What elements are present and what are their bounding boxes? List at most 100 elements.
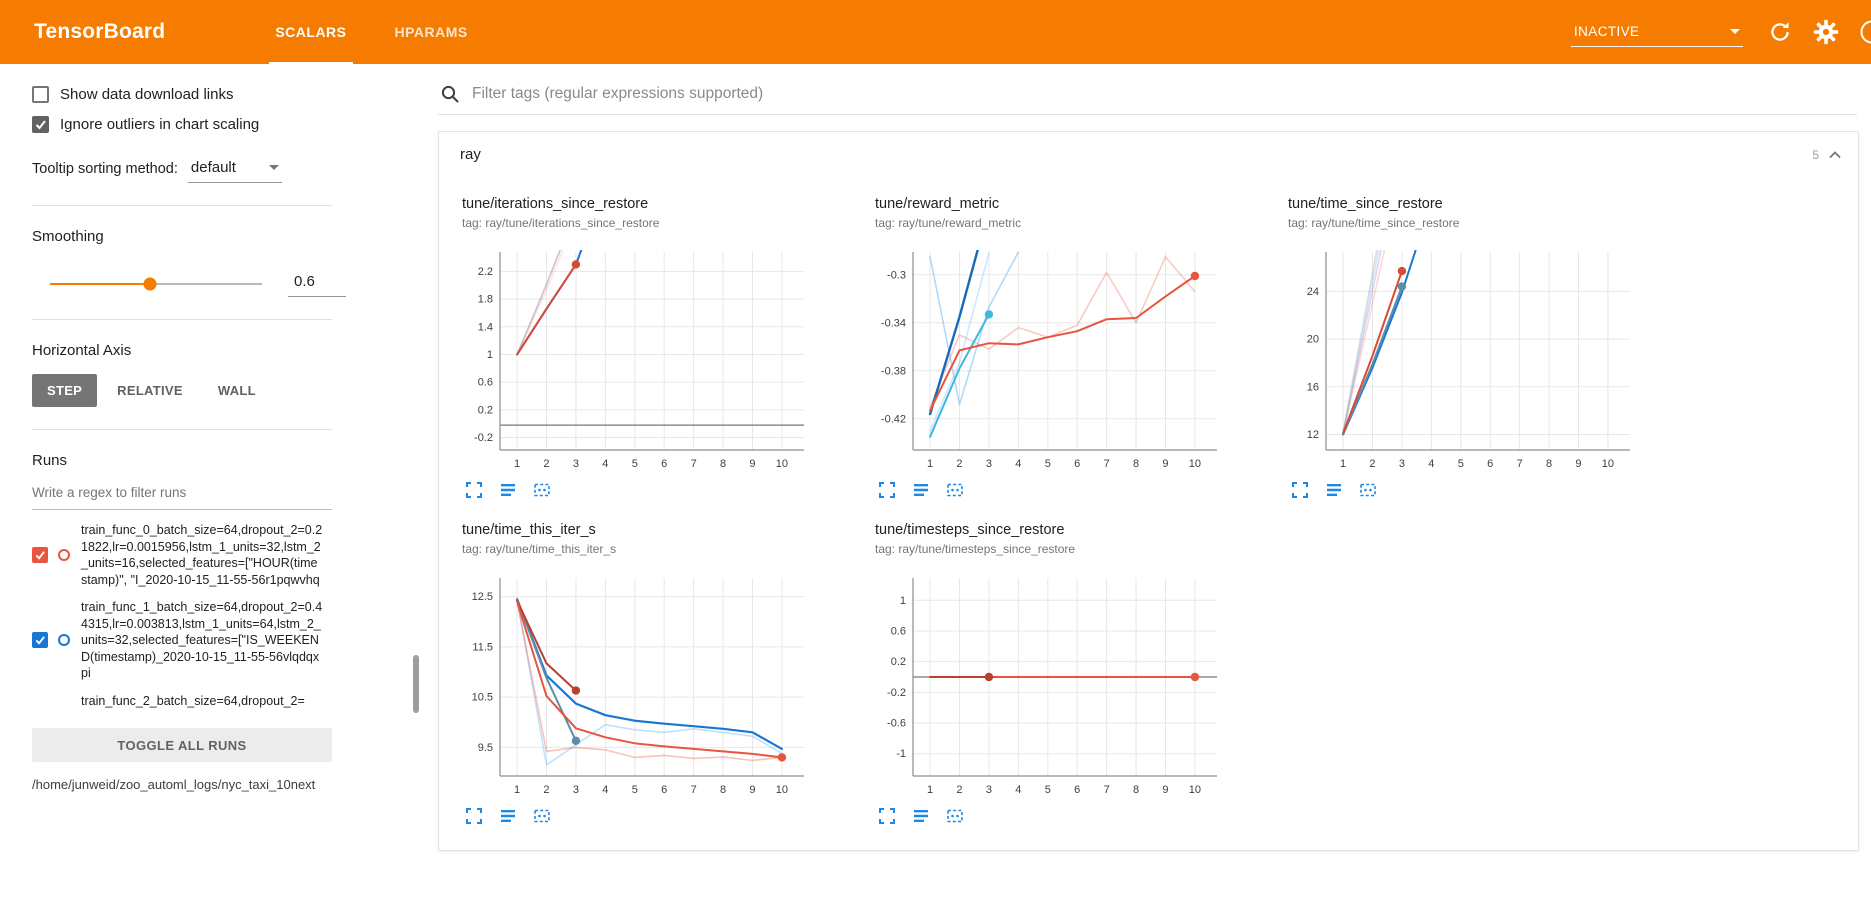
chart-card: tune/timesteps_since_restore tag: ray/tu… xyxy=(862,506,1275,826)
hamburger-lines-icon[interactable] xyxy=(498,806,518,826)
tab-hparams[interactable]: HPARAMS xyxy=(394,24,468,40)
run-checkbox[interactable] xyxy=(32,632,48,649)
fit-domain-icon[interactable] xyxy=(532,480,552,500)
runs-regex-input[interactable] xyxy=(32,479,332,510)
toggle-all-runs-button[interactable]: TOGGLE ALL RUNS xyxy=(32,728,332,762)
tooltip-sorting-value: default xyxy=(190,159,236,176)
settings-gear-icon[interactable] xyxy=(1813,19,1839,45)
svg-text:10: 10 xyxy=(1602,458,1614,470)
divider xyxy=(32,205,332,206)
check-icon xyxy=(35,551,45,560)
smoothing-slider-thumb[interactable] xyxy=(143,277,157,291)
chart-plot[interactable]: 1 2 3 4 5 6 7 8 9 10 -0.2 0.2 0.6 1 1.4 1.8 2.2 xyxy=(452,242,862,478)
axis-step-button[interactable]: STEP xyxy=(32,374,98,407)
svg-text:1: 1 xyxy=(927,784,933,796)
run-label[interactable]: train_func_0_batch_size=64,dropout_2=0.2… xyxy=(81,523,323,587)
ignore-outliers-checkbox[interactable] xyxy=(32,116,49,133)
help-icon[interactable] xyxy=(1859,19,1871,45)
chart-title: tune/time_this_iter_s xyxy=(462,522,596,538)
svg-text:7: 7 xyxy=(1104,458,1110,470)
svg-text:2: 2 xyxy=(543,784,549,796)
svg-text:5: 5 xyxy=(632,458,638,470)
chart-actions xyxy=(1290,480,1688,500)
tab-scalars[interactable]: SCALARS xyxy=(269,0,353,64)
app-header: TensorBoard SCALARS HPARAMS INACTIVE xyxy=(0,0,1871,64)
chart-tag: tag: ray/tune/time_this_iter_s xyxy=(462,542,617,556)
svg-text:5: 5 xyxy=(632,784,638,796)
svg-text:0.6: 0.6 xyxy=(478,377,493,389)
svg-text:5: 5 xyxy=(1045,784,1051,796)
divider xyxy=(32,429,332,430)
svg-text:-0.3: -0.3 xyxy=(887,269,906,281)
chart-plot[interactable]: 1 2 3 4 5 6 7 8 9 10 -1 -0.6 -0.2 0.2 0.6 1 xyxy=(865,568,1275,804)
svg-text:1.4: 1.4 xyxy=(478,321,493,333)
svg-text:6: 6 xyxy=(661,458,667,470)
expand-chart-icon[interactable] xyxy=(1290,480,1310,500)
svg-text:8: 8 xyxy=(720,784,726,796)
svg-text:6: 6 xyxy=(1487,458,1493,470)
smoothing-slider[interactable] xyxy=(50,277,262,291)
run-radio[interactable] xyxy=(58,634,70,647)
svg-text:9: 9 xyxy=(1162,458,1168,470)
fit-domain-icon[interactable] xyxy=(532,806,552,826)
hamburger-lines-icon[interactable] xyxy=(498,480,518,500)
chart-tag: tag: ray/tune/time_since_restore xyxy=(1288,216,1460,230)
tooltip-sorting-dropdown[interactable]: default xyxy=(187,157,282,183)
chart-plot[interactable]: 1 2 3 4 5 6 7 8 9 10 12 16 20 24 xyxy=(1278,242,1688,478)
search-icon xyxy=(441,85,459,103)
chart-title: tune/timesteps_since_restore xyxy=(875,522,1065,538)
reload-status-dropdown[interactable]: INACTIVE xyxy=(1571,18,1743,47)
svg-text:3: 3 xyxy=(573,784,579,796)
fit-domain-icon[interactable] xyxy=(1358,480,1378,500)
chart-title: tune/iterations_since_restore xyxy=(462,196,649,212)
svg-text:8: 8 xyxy=(1546,458,1552,470)
chart-title: tune/time_since_restore xyxy=(1288,196,1443,212)
svg-text:6: 6 xyxy=(1074,784,1080,796)
svg-text:10: 10 xyxy=(776,458,788,470)
chart-tag: tag: ray/tune/timesteps_since_restore xyxy=(875,542,1076,556)
svg-text:7: 7 xyxy=(1104,784,1110,796)
tag-group-header[interactable]: ray 5 xyxy=(439,132,1858,176)
check-icon xyxy=(35,120,46,130)
svg-text:9: 9 xyxy=(1575,458,1581,470)
svg-text:4: 4 xyxy=(1015,784,1021,796)
expand-chart-icon[interactable] xyxy=(877,480,897,500)
tag-filter-input[interactable] xyxy=(470,84,1855,104)
run-label[interactable]: train_func_2_batch_size=64,dropout_2= xyxy=(81,693,305,708)
chart-tag: tag: ray/tune/reward_metric xyxy=(875,216,1022,230)
hamburger-lines-icon[interactable] xyxy=(911,480,931,500)
fit-domain-icon[interactable] xyxy=(945,806,965,826)
svg-text:9: 9 xyxy=(749,784,755,796)
chart-actions xyxy=(877,480,1275,500)
main-content: ray 5 tune/iterations_since_restore tag:… xyxy=(424,64,1871,906)
run-radio[interactable] xyxy=(58,549,70,561)
svg-text:-0.2: -0.2 xyxy=(887,687,906,699)
fit-domain-icon[interactable] xyxy=(945,480,965,500)
chevron-up-icon[interactable] xyxy=(1828,149,1842,160)
run-label[interactable]: train_func_1_batch_size=64,dropout_2=0.4… xyxy=(81,600,323,680)
chart-plot[interactable]: 1 2 3 4 5 6 7 8 9 10 -0.42 -0.38 -0.34 -0.3 xyxy=(865,242,1275,478)
svg-text:7: 7 xyxy=(691,784,697,796)
refresh-icon[interactable] xyxy=(1767,19,1793,45)
smoothing-slider-row: 0.6 xyxy=(32,271,424,297)
svg-text:-1: -1 xyxy=(896,748,906,760)
show-download-links-checkbox[interactable] xyxy=(32,86,49,103)
expand-chart-icon[interactable] xyxy=(877,806,897,826)
run-checkbox[interactable] xyxy=(32,547,48,563)
hamburger-lines-icon[interactable] xyxy=(1324,480,1344,500)
hamburger-lines-icon[interactable] xyxy=(911,806,931,826)
axis-relative-button[interactable]: RELATIVE xyxy=(102,374,198,407)
svg-text:1: 1 xyxy=(514,458,520,470)
expand-chart-icon[interactable] xyxy=(464,806,484,826)
svg-text:4: 4 xyxy=(602,784,608,796)
expand-chart-icon[interactable] xyxy=(464,480,484,500)
svg-text:1: 1 xyxy=(900,595,906,607)
svg-text:2.2: 2.2 xyxy=(478,266,493,278)
axis-wall-button[interactable]: WALL xyxy=(203,374,271,407)
chart-card: tune/time_since_restore tag: ray/tune/ti… xyxy=(1275,180,1688,500)
svg-text:10: 10 xyxy=(1189,458,1201,470)
sidebar-scrollbar-thumb[interactable] xyxy=(413,655,419,713)
chart-plot[interactable]: 1 2 3 4 5 6 7 8 9 10 9.5 10.5 11.5 12.5 xyxy=(452,568,862,804)
tag-group-title: ray xyxy=(460,146,481,163)
smoothing-value[interactable]: 0.6 xyxy=(288,271,346,297)
